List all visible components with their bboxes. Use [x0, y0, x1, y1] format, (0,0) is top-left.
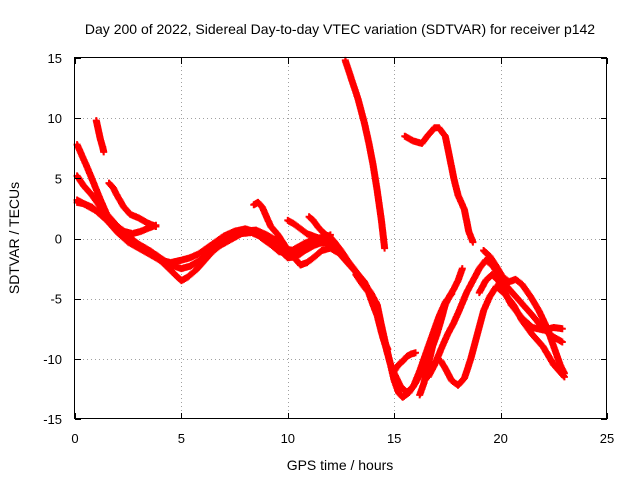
series-track-7: [250, 198, 392, 353]
tick-labels: 0 5 10 15 20 25 -15 -10 -5 0 5 10 15: [43, 51, 614, 446]
series-track-4: [73, 198, 160, 238]
y-axis-label: SDTVAR / TECUs: [6, 182, 22, 294]
series-track-10: [341, 56, 389, 252]
x-axis-label: GPS time / hours: [287, 457, 394, 473]
series-track-12: [390, 349, 419, 375]
y-tick-label: -15: [43, 412, 62, 427]
x-tick-label: 20: [493, 431, 507, 446]
series-track-13: [401, 124, 477, 246]
x-tick-label: 5: [178, 431, 185, 446]
x-tick-label: 25: [600, 431, 614, 446]
series-track-18: [480, 247, 568, 377]
x-tick-label: 15: [387, 431, 401, 446]
gridlines: [75, 58, 607, 419]
y-tick-label: -5: [50, 292, 62, 307]
y-tick-label: 10: [48, 111, 62, 126]
y-tick-label: 5: [55, 171, 62, 186]
plot-frame: [74, 57, 607, 419]
y-tick-label: 15: [48, 51, 62, 66]
series-track-5: [92, 117, 108, 156]
data-series: [73, 56, 568, 401]
axis-ticks: [75, 58, 608, 420]
y-tick-label: -10: [43, 352, 62, 367]
y-tick-label: 0: [55, 232, 62, 247]
series-track-8: [284, 216, 334, 247]
series-track-6: [105, 179, 160, 230]
x-tick-label: 0: [71, 431, 78, 446]
series-track-14: [416, 265, 466, 399]
chart-title: Day 200 of 2022, Sidereal Day-to-day VTE…: [85, 21, 595, 37]
x-tick-label: 10: [281, 431, 295, 446]
